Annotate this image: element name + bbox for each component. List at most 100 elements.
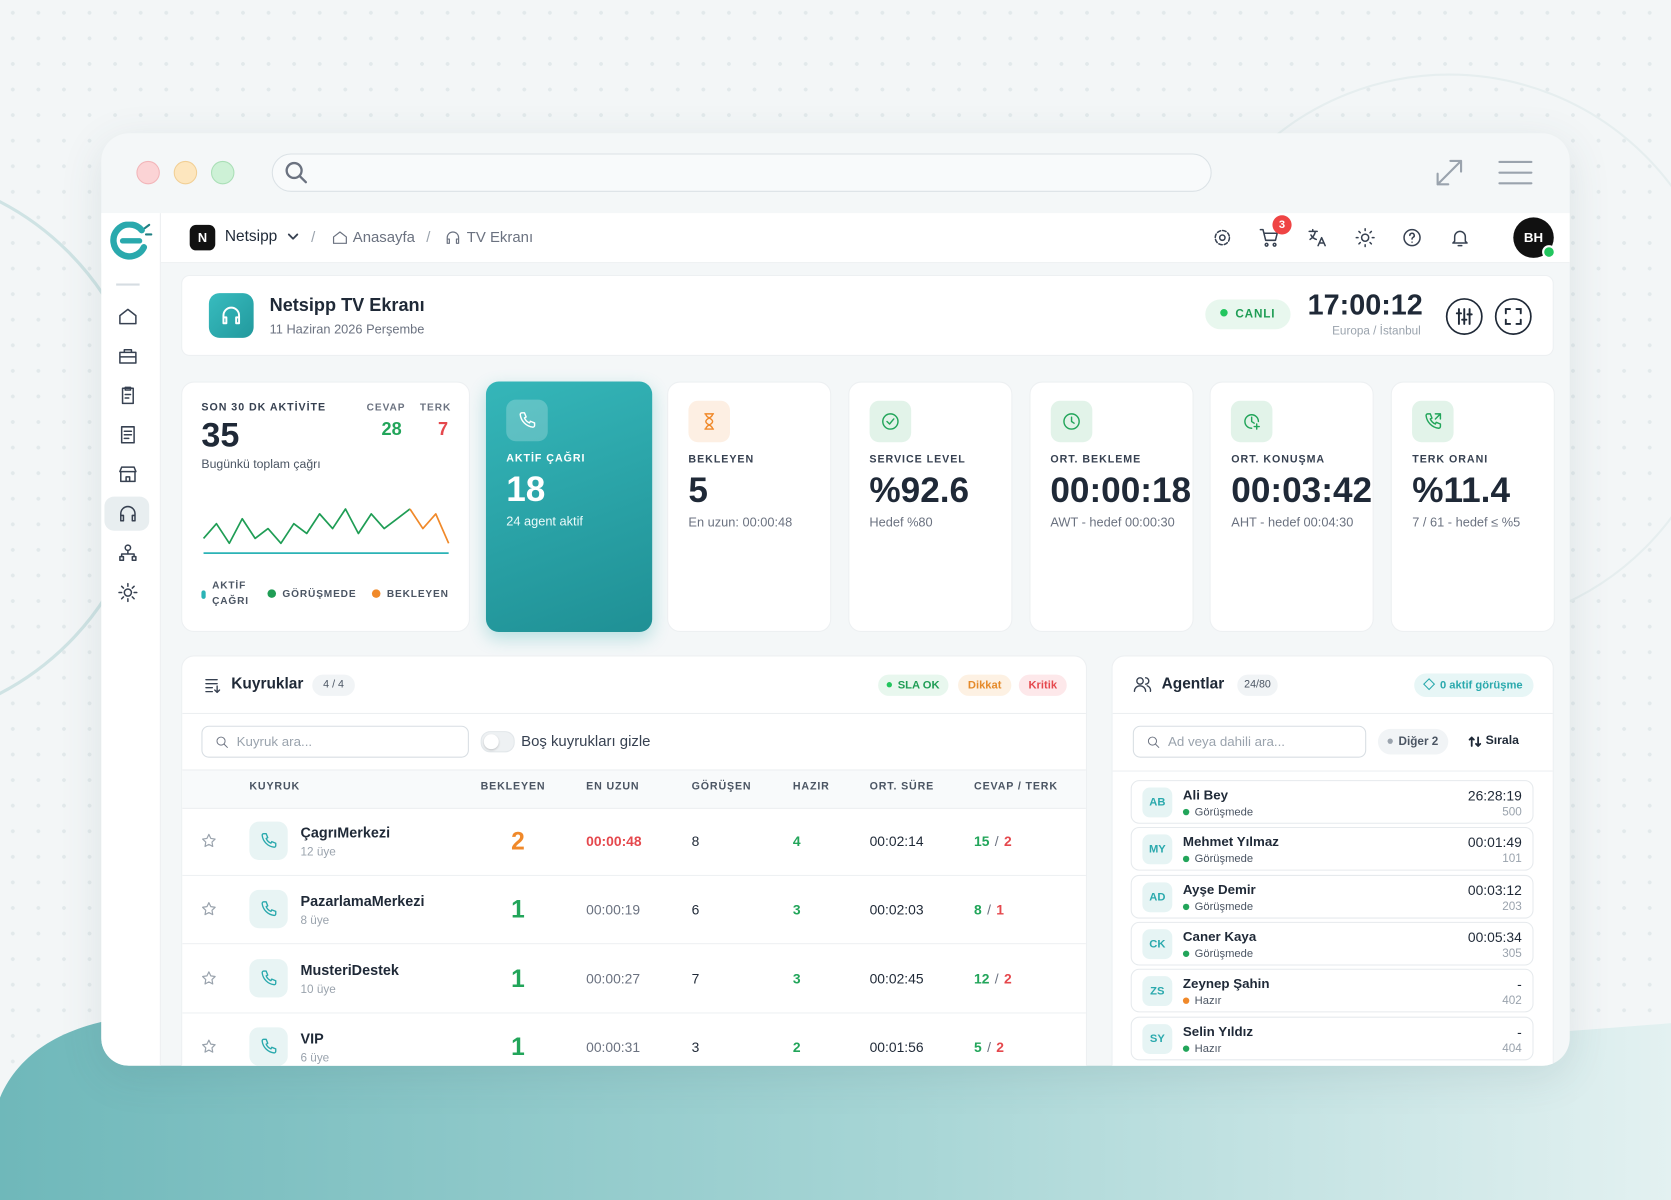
queue-members: 10 üye bbox=[300, 983, 336, 997]
agent-card[interactable]: MY Mehmet Yılmaz Görüşmede 00:01:49 101 bbox=[1130, 827, 1534, 871]
workspace-name[interactable]: Netsipp bbox=[224, 228, 278, 246]
badge-text: SLA OK bbox=[897, 678, 940, 692]
legend-item: GÖRÜŞMEDE bbox=[267, 586, 363, 602]
answered-value: 28 bbox=[381, 418, 402, 440]
cart-count: 3 bbox=[1272, 215, 1292, 235]
kpi-card: TERK ORANI %11.4 7 / 61 - hedef ≤ %5 bbox=[1390, 381, 1556, 632]
star-icon[interactable] bbox=[200, 832, 217, 849]
queue-separator: / bbox=[994, 970, 999, 987]
nav-icon[interactable] bbox=[117, 385, 138, 406]
star-icon[interactable] bbox=[200, 1038, 217, 1055]
agent-card[interactable]: AB Ali Bey Görüşmede 26:28:19 500 bbox=[1130, 780, 1534, 824]
table-header bbox=[182, 769, 1086, 809]
window-close[interactable] bbox=[136, 160, 160, 185]
icon-part bbox=[446, 231, 460, 244]
filter-button[interactable]: Diğer 2 bbox=[1377, 728, 1449, 755]
agent-card[interactable]: AD Ayşe Demir Görüşmede 00:03:12 203 bbox=[1130, 874, 1534, 919]
header-date: 11 Haziran 2026 Perşembe bbox=[269, 321, 425, 337]
star-icon[interactable] bbox=[200, 970, 217, 987]
agent-name: Ali Bey bbox=[1182, 787, 1229, 803]
sort-button[interactable]: Sırala bbox=[1485, 734, 1519, 748]
kpi-value: %11.4 bbox=[1412, 469, 1511, 510]
nav-icon[interactable] bbox=[117, 424, 138, 445]
menu-icon[interactable] bbox=[1497, 157, 1533, 189]
header-card: Netsipp TV Ekranı 11 Haziran 2026 Perşem… bbox=[181, 274, 1554, 356]
nav-icon[interactable] bbox=[117, 582, 138, 603]
agent-avatar: AD bbox=[1142, 881, 1173, 912]
agent-status-dot bbox=[1182, 1044, 1190, 1052]
legend-dot bbox=[267, 589, 277, 598]
kpi-card: ORT. BEKLEME 00:00:18 AWT - hedef 00:00:30 bbox=[1029, 381, 1194, 632]
toggle-label: Boş kuyrukları gizle bbox=[521, 732, 651, 750]
clock: 17:00:12 bbox=[1307, 288, 1423, 321]
agent-card[interactable]: CK Caner Kaya Görüşmede 00:05:34 305 bbox=[1130, 921, 1534, 966]
app-window: N Netsipp / Anasayfa / TV Ekranı 3 BH Ne… bbox=[101, 133, 1570, 1066]
column-header: HAZIR bbox=[792, 781, 830, 793]
column-header: CEVAP / TERK bbox=[974, 781, 1058, 793]
kpi-sub: 24 agent aktif bbox=[506, 513, 583, 529]
kpi-card-active: AKTİF ÇAĞRI 18 24 agent aktif bbox=[485, 381, 653, 632]
nav-icon[interactable] bbox=[117, 345, 138, 366]
breadcrumb[interactable]: Anasayfa bbox=[352, 228, 415, 246]
sparkline-series bbox=[409, 508, 450, 544]
agent-avatar: MY bbox=[1142, 834, 1173, 865]
nav-icon-path bbox=[119, 544, 137, 561]
nav-icon-path bbox=[120, 426, 135, 444]
nav-icon[interactable] bbox=[117, 464, 138, 485]
abandoned-label: TERK bbox=[419, 401, 452, 414]
agents-title: Agentlar bbox=[1161, 675, 1225, 693]
phone-icon bbox=[261, 901, 277, 917]
fullscreen-button[interactable] bbox=[1494, 297, 1532, 335]
agent-extension: 101 bbox=[1502, 852, 1522, 866]
window-zoom[interactable] bbox=[211, 160, 235, 185]
star-icon[interactable] bbox=[200, 901, 217, 918]
language-icon[interactable] bbox=[1307, 227, 1328, 248]
activity-subtitle: Bugünkü toplam çağrı bbox=[201, 458, 321, 472]
queue-row[interactable]: ÇagrıMerkezi 12 üye 2 00:00:48 8 4 00:02:14 15/… bbox=[182, 807, 1086, 876]
sidebar-divider bbox=[116, 283, 140, 286]
badge-sla-ok: SLA OK bbox=[878, 674, 949, 696]
agent-card[interactable]: ZS Zeynep Şahin Hazır -402 bbox=[1130, 968, 1534, 1013]
queue-longest: 00:00:31 bbox=[586, 1039, 641, 1056]
bell-icon[interactable] bbox=[1449, 227, 1470, 248]
queue-search[interactable]: Kuyruk ara... bbox=[201, 725, 469, 758]
queue-members: 6 üye bbox=[300, 1052, 330, 1065]
queue-abandoned: 1 bbox=[996, 901, 1004, 918]
kpi-label: ORT. BEKLEME bbox=[1050, 453, 1142, 466]
queue-abandoned: 2 bbox=[1003, 970, 1012, 987]
mixer-button[interactable] bbox=[1445, 297, 1483, 335]
queue-row[interactable]: PazarlamaMerkezi 8 üye 1 00:00:19 6 3 00:02:03… bbox=[182, 875, 1086, 945]
kpi-label: BEKLEYEN bbox=[688, 453, 755, 466]
window-minimize[interactable] bbox=[173, 160, 198, 185]
queue-answer-abandon: 12/2 bbox=[974, 971, 1012, 987]
nav-icon[interactable] bbox=[117, 503, 138, 524]
agent-avatar: CK bbox=[1142, 929, 1173, 960]
help-icon[interactable] bbox=[1401, 227, 1422, 248]
queue-row[interactable]: MusteriDestek 10 üye 1 00:00:27 7 3 00:02:45 12… bbox=[182, 944, 1086, 1014]
queue-waiting: 1 bbox=[511, 1032, 525, 1061]
browser-search[interactable] bbox=[271, 153, 1212, 192]
agent-name: Ayşe Demir bbox=[1182, 881, 1256, 897]
nav-icon[interactable] bbox=[117, 306, 138, 327]
agent-name: Zeynep Şahin bbox=[1182, 976, 1270, 992]
theme-icon[interactable] bbox=[1354, 227, 1375, 248]
top-nav: N Netsipp / Anasayfa / TV Ekranı 3 BH bbox=[101, 213, 1570, 264]
kpi-icon-glyph-path bbox=[1244, 414, 1261, 430]
expand-icon[interactable] bbox=[1433, 157, 1465, 189]
agent-card[interactable]: SY Selin Yıldız Hazır -404 bbox=[1130, 1016, 1534, 1060]
agent-search[interactable]: Ad veya dahili ara... bbox=[1132, 725, 1367, 758]
toggle[interactable] bbox=[480, 731, 515, 753]
nav-icon-path bbox=[119, 348, 137, 364]
queue-row[interactable]: VIP 6 üye 1 00:00:31 3 2 00:01:56 5 / 2 bbox=[182, 1013, 1086, 1066]
nav-icon-path bbox=[120, 505, 136, 522]
star-icon-path bbox=[202, 833, 216, 848]
icon-part bbox=[1452, 230, 1468, 247]
search-icon bbox=[1147, 736, 1160, 748]
logo bbox=[110, 221, 153, 260]
nav-icon[interactable] bbox=[117, 542, 138, 563]
settings-icon[interactable] bbox=[1212, 227, 1233, 248]
sparkline bbox=[202, 508, 450, 554]
cart-icon[interactable] bbox=[1259, 227, 1280, 248]
icon-part bbox=[1355, 228, 1375, 248]
